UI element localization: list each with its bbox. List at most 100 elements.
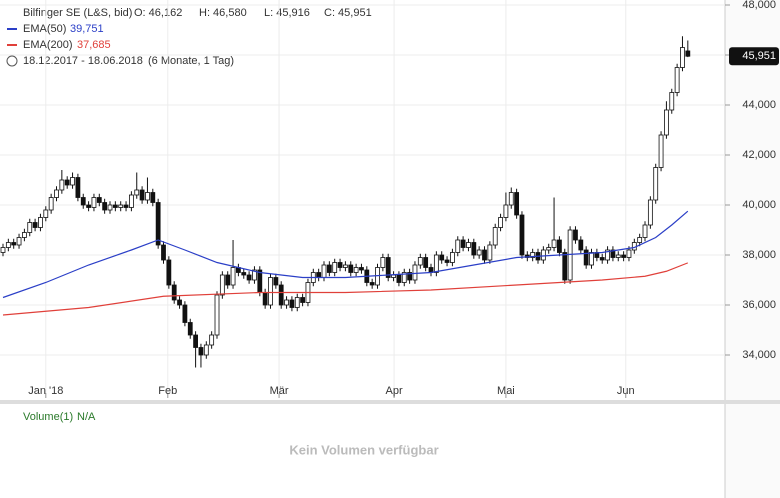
y-tick-label: 36,000	[742, 299, 776, 311]
candle-body	[219, 274, 225, 296]
candle-body	[669, 92, 675, 111]
candle-body	[637, 237, 643, 243]
open-label: O: 46,162	[134, 7, 182, 19]
candle-body	[21, 232, 27, 238]
candle-body	[642, 224, 648, 238]
candle-body	[589, 252, 594, 266]
candle-body	[359, 267, 364, 271]
candle-body	[257, 269, 263, 293]
candle-body	[348, 264, 354, 273]
candle-body	[610, 249, 616, 258]
candle-body	[230, 267, 236, 286]
candle-body	[16, 237, 22, 246]
candle-body	[583, 249, 589, 266]
candle-body	[0, 247, 6, 253]
legend-value: 39,751	[70, 23, 104, 35]
candle-body	[466, 242, 471, 248]
legend-value: 37,685	[77, 39, 111, 51]
candle-body	[471, 242, 477, 256]
candle-body	[615, 254, 621, 258]
candle-body	[573, 229, 578, 241]
high-label: H: 46,580	[199, 7, 247, 19]
candle-body	[391, 274, 396, 278]
legend-name: EMA(200)	[23, 39, 73, 51]
candle-body	[246, 274, 252, 281]
candle-body	[139, 189, 145, 201]
y-tick-label: 40,000	[742, 199, 776, 211]
candle-body	[96, 197, 102, 203]
x-tick-label: Feb	[158, 385, 177, 397]
candle-body	[166, 259, 172, 286]
candle-body	[674, 67, 680, 93]
candle-body	[289, 299, 295, 308]
candle-body	[241, 272, 247, 276]
candle-body	[369, 282, 375, 286]
x-tick-label: Jun	[617, 385, 635, 397]
y-tick-label: 44,000	[742, 99, 776, 111]
candle-body	[385, 257, 391, 278]
candle-body	[680, 47, 685, 68]
candle-body	[551, 239, 557, 248]
candle-body	[134, 189, 140, 196]
period-note: (6 Monate, 1 Tag)	[148, 55, 234, 67]
last-price-tag	[729, 47, 779, 66]
candle-body	[685, 50, 691, 57]
candle-body	[546, 247, 552, 251]
chart-title: Bilfinger SE (L&S, bid)	[23, 7, 132, 19]
candle-body	[294, 297, 300, 308]
candle-body	[578, 239, 584, 251]
candle-body	[599, 257, 605, 261]
candle-body	[519, 214, 525, 256]
panel-separator	[0, 400, 780, 404]
volume-title: Volume(1)	[23, 411, 73, 423]
volume-message: Kein Volumen verfügbar	[289, 442, 438, 457]
candle-body	[193, 334, 199, 348]
candle-body	[412, 264, 418, 281]
candle-body	[107, 204, 113, 211]
candle-body	[214, 294, 220, 336]
last-price-label: 45,951	[742, 50, 776, 62]
candle-body	[605, 249, 610, 261]
legend-name: EMA(50)	[23, 23, 66, 35]
candle-body	[407, 272, 413, 281]
candle-body	[75, 177, 81, 198]
candle-body	[664, 109, 669, 136]
candle-body	[653, 167, 659, 201]
candle-body	[423, 257, 429, 268]
candle-body	[48, 197, 54, 211]
candle-body	[482, 249, 487, 261]
candle-body	[401, 272, 407, 283]
y-tick-label: 34,000	[742, 349, 776, 361]
candle-body	[487, 244, 493, 261]
candle-body	[86, 204, 91, 208]
low-label: L: 45,916	[264, 7, 310, 19]
candle-body	[396, 274, 402, 283]
candle-body	[444, 259, 450, 263]
candle-body	[380, 257, 386, 268]
candle-body	[187, 322, 193, 336]
candle-body	[161, 244, 166, 261]
candle-body	[658, 134, 664, 168]
candle-body	[112, 204, 118, 208]
candle-body	[455, 239, 461, 253]
plot	[0, 36, 691, 368]
volume-value: N/A	[77, 411, 96, 423]
candle-body	[514, 192, 520, 216]
candle-body	[626, 249, 632, 258]
x-tick-label: Mai	[497, 385, 515, 397]
candle-body	[5, 242, 11, 248]
candle-body	[621, 254, 627, 258]
clock-icon	[6, 55, 18, 67]
y-tick-label: 38,000	[742, 249, 776, 261]
candle-body	[150, 192, 156, 203]
candle-body	[332, 262, 338, 273]
x-tick-label: Mär	[270, 385, 289, 397]
candle-body	[27, 222, 33, 233]
candle-body	[155, 202, 161, 246]
candle-body	[118, 204, 124, 208]
y-tick-label: 48,000	[742, 0, 776, 11]
candle-body	[91, 197, 97, 208]
candle-body	[433, 254, 439, 273]
candle-body	[498, 217, 503, 228]
